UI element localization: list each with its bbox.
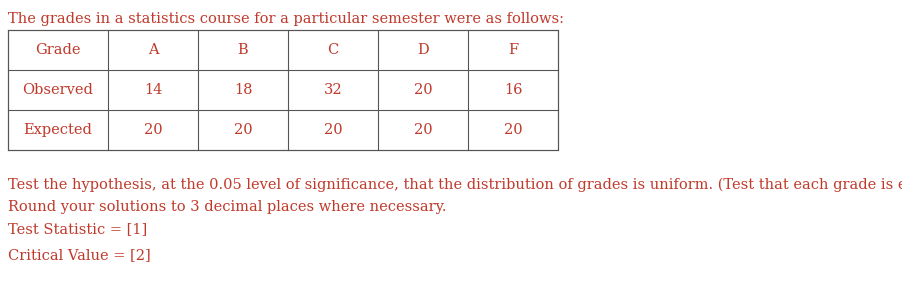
Text: 14: 14 (143, 83, 162, 97)
Text: 20: 20 (414, 83, 432, 97)
Text: Test the hypothesis, at the 0.05 level of significance, that the distribution of: Test the hypothesis, at the 0.05 level o… (8, 178, 902, 192)
Text: 20: 20 (503, 123, 522, 137)
Text: 20: 20 (143, 123, 162, 137)
Text: 16: 16 (503, 83, 522, 97)
Text: 32: 32 (324, 83, 343, 97)
Bar (8, 30, 558, 150)
Text: F: F (508, 43, 518, 57)
Text: Critical Value = [2]: Critical Value = [2] (8, 248, 151, 262)
Text: Observed: Observed (23, 83, 94, 97)
Text: 20: 20 (324, 123, 343, 137)
Text: Round your solutions to 3 decimal places where necessary.: Round your solutions to 3 decimal places… (8, 200, 446, 214)
Text: B: B (238, 43, 248, 57)
Text: A: A (148, 43, 159, 57)
Text: D: D (417, 43, 428, 57)
Text: C: C (327, 43, 338, 57)
Text: Expected: Expected (23, 123, 92, 137)
Text: 20: 20 (414, 123, 432, 137)
Text: 20: 20 (234, 123, 253, 137)
Text: The grades in a statistics course for a particular semester were as follows:: The grades in a statistics course for a … (8, 12, 564, 26)
Text: Grade: Grade (35, 43, 81, 57)
Text: 18: 18 (234, 83, 253, 97)
Text: Test Statistic = [1]: Test Statistic = [1] (8, 222, 147, 236)
